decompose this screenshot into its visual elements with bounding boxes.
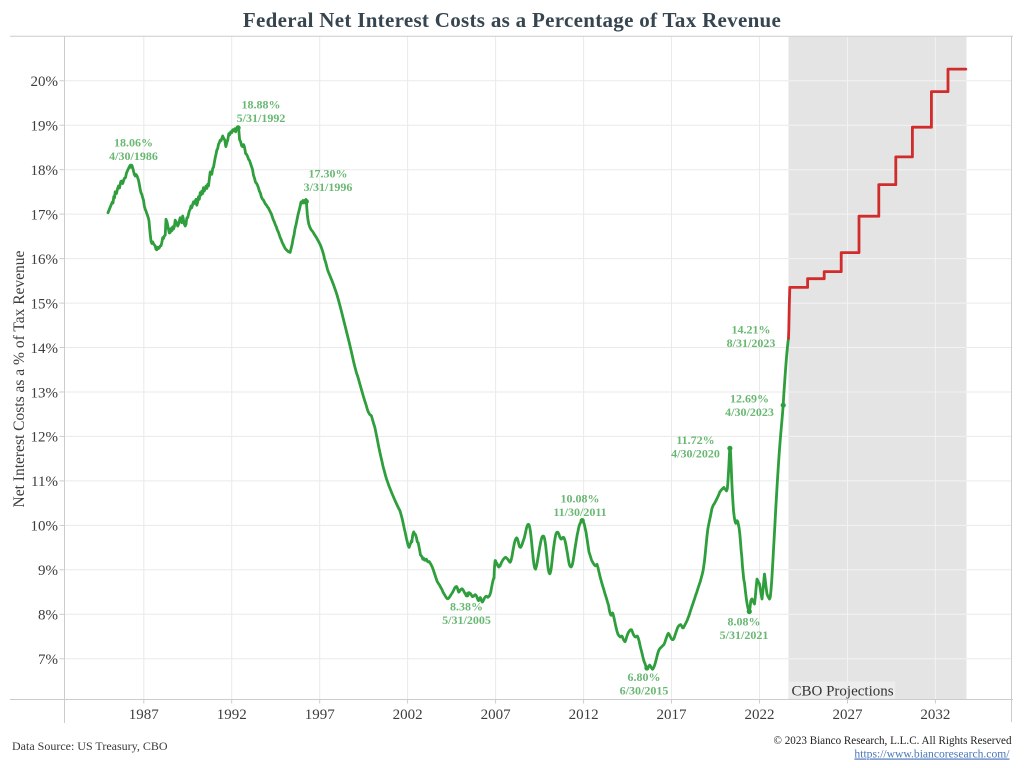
svg-text:13%: 13%	[31, 385, 59, 401]
svg-text:18.06%: 18.06%	[114, 136, 153, 150]
svg-text:11/30/2011: 11/30/2011	[553, 505, 606, 519]
svg-text:16%: 16%	[31, 252, 59, 268]
svg-text:14.21%: 14.21%	[732, 323, 771, 337]
svg-text:7%: 7%	[38, 652, 58, 668]
svg-text:2027: 2027	[833, 707, 864, 723]
svg-text:12%: 12%	[31, 430, 59, 446]
svg-text:https://www.biancoresearch.com: https://www.biancoresearch.com/	[854, 748, 1010, 761]
svg-text:4/30/2020: 4/30/2020	[671, 447, 720, 461]
svg-text:CBO Projections: CBO Projections	[792, 684, 894, 700]
svg-text:11%: 11%	[31, 474, 58, 490]
svg-text:10%: 10%	[31, 519, 59, 535]
svg-text:6/30/2015: 6/30/2015	[620, 684, 669, 698]
svg-text:8.38%: 8.38%	[450, 600, 483, 614]
svg-text:20%: 20%	[31, 74, 59, 90]
svg-text:1987: 1987	[129, 707, 160, 723]
svg-text:© 2023 Bianco Research, L.L.C.: © 2023 Bianco Research, L.L.C. All Right…	[774, 735, 1012, 747]
svg-text:2017: 2017	[657, 707, 688, 723]
svg-text:5/31/2005: 5/31/2005	[442, 613, 491, 627]
svg-text:Data Source: US Treasury, CBO: Data Source: US Treasury, CBO	[12, 739, 168, 753]
svg-text:17.30%: 17.30%	[309, 167, 348, 181]
svg-text:17%: 17%	[31, 207, 59, 223]
svg-text:2032: 2032	[920, 707, 950, 723]
svg-text:9%: 9%	[38, 563, 58, 579]
svg-text:2012: 2012	[569, 707, 599, 723]
svg-text:6.80%: 6.80%	[628, 670, 661, 684]
svg-text:11.72%: 11.72%	[676, 433, 714, 447]
svg-text:Federal Net Interest Costs as: Federal Net Interest Costs as a Percenta…	[243, 8, 781, 32]
svg-text:12.69%: 12.69%	[730, 392, 769, 406]
svg-text:Net Interest Costs as a % of T: Net Interest Costs as a % of Tax Revenue	[11, 250, 28, 507]
svg-text:18.88%: 18.88%	[242, 98, 281, 112]
svg-text:1992: 1992	[217, 707, 247, 723]
svg-text:3/31/1996: 3/31/1996	[304, 180, 353, 194]
svg-text:4/30/2023: 4/30/2023	[725, 405, 774, 419]
svg-text:8.08%: 8.08%	[728, 615, 761, 629]
svg-text:19%: 19%	[31, 119, 59, 135]
svg-text:4/30/1986: 4/30/1986	[109, 149, 158, 163]
svg-text:2007: 2007	[481, 707, 512, 723]
svg-text:8/31/2023: 8/31/2023	[727, 336, 776, 350]
svg-text:2002: 2002	[393, 707, 423, 723]
svg-text:1997: 1997	[305, 707, 336, 723]
svg-text:5/31/1992: 5/31/1992	[237, 111, 286, 125]
svg-text:2022: 2022	[745, 707, 775, 723]
svg-text:18%: 18%	[31, 163, 59, 179]
svg-text:5/31/2021: 5/31/2021	[720, 628, 769, 642]
svg-text:10.08%: 10.08%	[561, 492, 600, 506]
svg-text:14%: 14%	[31, 341, 59, 357]
svg-text:8%: 8%	[38, 608, 58, 624]
svg-text:15%: 15%	[31, 296, 59, 312]
